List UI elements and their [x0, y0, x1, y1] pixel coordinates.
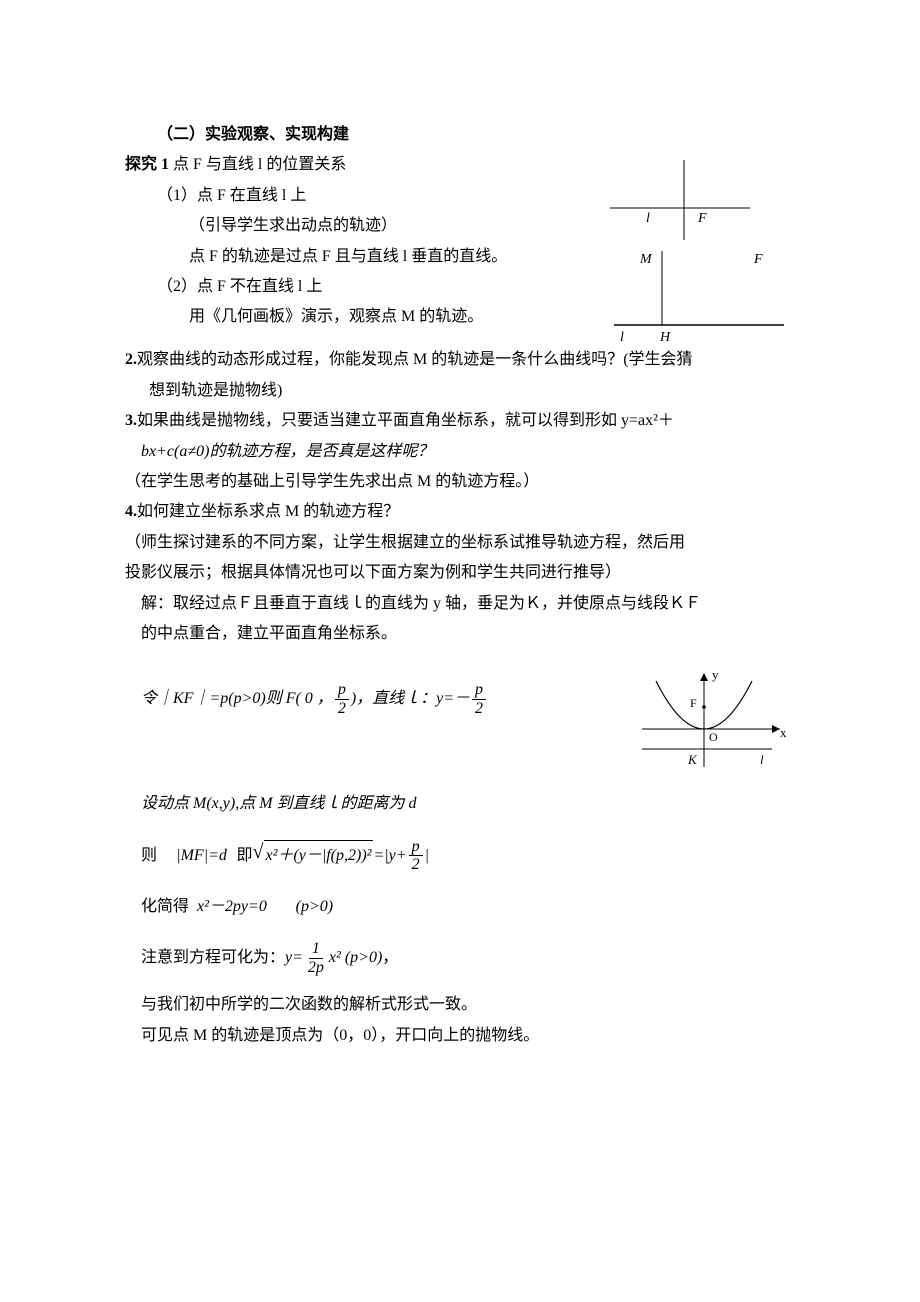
item-2-label: 2.	[125, 351, 137, 368]
item-3-wrap1: 如果曲线是抛物线，只要适当建立平面直角坐标系，就可以得到形如 y=ax²＋	[137, 412, 674, 429]
item-2-wrap1: 观察曲线的动态形成过程，你能发现点 M 的轨迹是一条什么曲线吗？(学生会猜	[137, 351, 693, 368]
simplify-pref: 化简得	[141, 892, 189, 922]
section-heading: （二）实验观察、实现构建	[125, 120, 790, 150]
simplify-eq: x²－2py=0	[197, 892, 267, 922]
frac-den: 2	[472, 700, 486, 718]
let-mxy: 设动点 M(x,y),点 M 到直线ｌ的距离为 d	[125, 789, 790, 819]
figures-right: l F M F l H	[600, 150, 790, 345]
item-4-question: 4.如何建立坐标系求点 M 的轨迹方程？	[125, 497, 790, 527]
case1-result: 点 F 的轨迹是过点 F 且与直线 l 垂直的直线。	[125, 242, 600, 272]
simplify-cond: (p>0)	[296, 892, 333, 922]
note-eq-y: y=	[285, 943, 303, 973]
frac-num: p	[472, 681, 486, 700]
solution-line1: 解：取经过点Ｆ且垂直于直线ｌ的直线为 y 轴，垂足为Ｋ，并使原点与线段ＫＦ	[125, 589, 790, 619]
figure-1: l F	[600, 150, 760, 245]
fig1-label-l: l	[646, 211, 650, 226]
frac-num: p	[335, 681, 349, 700]
item-3-note: （在学生思考的基础上引导学生先求出点 M 的轨迹方程。）	[125, 467, 790, 497]
let-kf-pref: 令｜KF｜=p(p>0)则 F( 0 ，	[141, 684, 333, 714]
simplify-row: 化简得 x²－2py=0 (p>0)	[125, 892, 790, 922]
frac-p-2-c: p 2	[409, 838, 423, 874]
case1-hint: （引导学生求出动点的轨迹）	[125, 211, 600, 241]
radical-icon: √	[253, 842, 264, 862]
fig1-label-F: F	[697, 211, 707, 226]
fig3-label-O: O	[709, 730, 718, 744]
frac-p-2-a: p 2	[335, 681, 349, 717]
figure-3: y x O F K l	[630, 667, 790, 779]
fig3-label-y: y	[712, 667, 719, 682]
document-page: （二）实验观察、实现构建 探究 1 点 F 与直线 l 的位置关系 （1）点 F…	[0, 0, 920, 1302]
fig2-label-H: H	[659, 330, 671, 345]
eq-rhs-pre: =|y+	[373, 841, 406, 871]
frac-den: 2p	[305, 959, 327, 977]
item-3-wrap2: bx+c(a≠0)的轨迹方程，是否真是这样呢？	[141, 443, 433, 460]
inquiry-1-title: 探究 1 点 F 与直线 l 的位置关系	[125, 150, 600, 180]
frac-1-2p: 1 2p	[305, 940, 327, 976]
frac-den: 2	[335, 700, 349, 718]
mf-d: |MF|=d	[176, 841, 227, 871]
inquiry-1-rest: 点 F 与直线 l 的位置关系	[169, 156, 346, 173]
figure-2: M F l H	[600, 245, 790, 345]
fig2-label-l: l	[620, 330, 624, 345]
item-2-line1: 2.观察曲线的动态形成过程，你能发现点 M 的轨迹是一条什么曲线吗？(学生会猜	[125, 345, 790, 375]
ie-label: 即	[237, 841, 253, 871]
item-3-label: 3.	[125, 412, 137, 429]
let-kf-mid: )，直线ｌ：y=－	[351, 684, 470, 714]
conclusion-1: 与我们初中所学的二次函数的解析式形式一致。	[125, 990, 790, 1020]
figure-3-col: y x O F K l	[630, 667, 790, 779]
fig2-label-F: F	[753, 252, 763, 267]
item-2-line2: 想到轨迹是抛物线)	[125, 376, 790, 406]
then-label: 则	[141, 841, 157, 871]
solution-line2: 的中点重合，建立平面直角坐标系。	[125, 619, 790, 649]
fig3-label-x: x	[780, 725, 787, 740]
fig2-label-M: M	[639, 252, 653, 267]
radicand: x²＋(y－|f(p,2))²	[264, 840, 374, 871]
frac-num: p	[409, 838, 423, 857]
inquiry-1-label: 探究 1	[125, 156, 169, 173]
case2-head: （2）点 F 不在直线 l 上	[125, 272, 600, 302]
note-eq-suffix: x² (p>0)	[329, 943, 382, 973]
inquiry-1-block: 探究 1 点 F 与直线 l 的位置关系 （1）点 F 在直线 l 上 （引导学…	[125, 150, 790, 345]
mf-equals-d-row: 则 |MF|=d 即 √ x²＋(y－|f(p,2))² =|y+ p 2 |	[125, 838, 790, 874]
item-3-line1: 3.如果曲线是抛物线，只要适当建立平面直角坐标系，就可以得到形如 y=ax²＋	[125, 406, 790, 436]
item-4-question-text: 如何建立坐标系求点 M 的轨迹方程？	[137, 503, 399, 520]
frac-den: 2	[409, 856, 423, 874]
conclusion-2: 可见点 M 的轨迹是顶点为（0，0），开口向上的抛物线。	[125, 1021, 790, 1051]
note-eq-row: 注意到方程可化为： y= 1 2p x² (p>0) ，	[125, 940, 790, 976]
note-eq-pref: 注意到方程可化为：	[141, 943, 285, 973]
item-4-discussion2: 投影仪展示；根据具体情况也可以下面方案为例和学生共同进行推导）	[125, 558, 790, 588]
eq-rhs-post: |	[425, 841, 429, 871]
item-4-label: 4.	[125, 503, 137, 520]
let-kf-row: 令｜KF｜=p(p>0)则 F( 0 ， p 2 )，直线ｌ：y=－ p 2	[125, 667, 790, 779]
frac-p-2-b: p 2	[472, 681, 486, 717]
fig3-label-K: K	[687, 752, 698, 767]
case1-head: （1）点 F 在直线 l 上	[125, 181, 600, 211]
item-4-discussion1: （师生探讨建系的不同方案，让学生根据建立的坐标系试推导轨迹方程，然后用	[125, 528, 790, 558]
fig3-label-l: l	[760, 752, 764, 767]
item-3-line2: bx+c(a≠0)的轨迹方程，是否真是这样呢？	[125, 437, 790, 467]
frac-num: 1	[309, 940, 323, 959]
sqrt-expr: √ x²＋(y－|f(p,2))²	[253, 840, 374, 871]
let-kf-math: 令｜KF｜=p(p>0)则 F( 0 ， p 2 )，直线ｌ：y=－ p 2	[125, 681, 630, 717]
case2-hint: 用《几何画板》演示，观察点 M 的轨迹。	[125, 302, 600, 332]
fig3-label-F: F	[690, 696, 697, 710]
